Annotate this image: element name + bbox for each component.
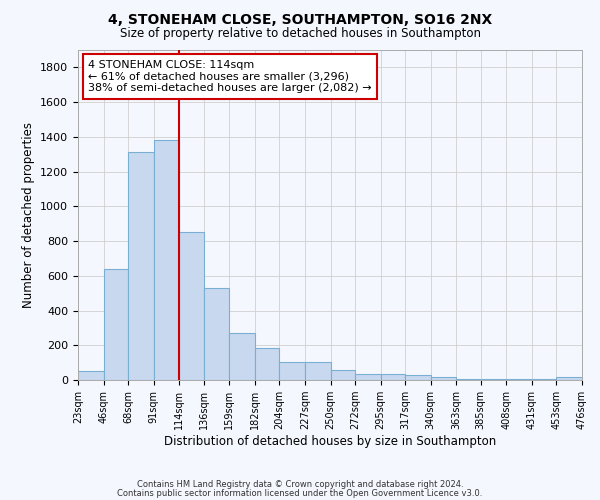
Bar: [204, 288, 229, 380]
Bar: [128, 152, 154, 380]
Text: Size of property relative to detached houses in Southampton: Size of property relative to detached ho…: [119, 28, 481, 40]
Bar: [431, 378, 456, 380]
Bar: [481, 378, 506, 380]
Bar: [305, 362, 331, 380]
Y-axis label: Number of detached properties: Number of detached properties: [22, 122, 35, 308]
Bar: [355, 374, 380, 380]
Bar: [380, 374, 405, 380]
Text: Contains public sector information licensed under the Open Government Licence v3: Contains public sector information licen…: [118, 488, 482, 498]
Bar: [506, 378, 532, 380]
Bar: [179, 232, 204, 380]
Bar: [154, 140, 179, 380]
Bar: [405, 375, 431, 380]
Text: 4, STONEHAM CLOSE, SOUTHAMPTON, SO16 2NX: 4, STONEHAM CLOSE, SOUTHAMPTON, SO16 2NX: [108, 12, 492, 26]
X-axis label: Distribution of detached houses by size in Southampton: Distribution of detached houses by size …: [164, 435, 496, 448]
Bar: [331, 370, 355, 380]
Text: 4 STONEHAM CLOSE: 114sqm
← 61% of detached houses are smaller (3,296)
38% of sem: 4 STONEHAM CLOSE: 114sqm ← 61% of detach…: [88, 60, 372, 93]
Bar: [556, 378, 582, 380]
Bar: [78, 372, 104, 380]
Bar: [229, 333, 255, 380]
Bar: [104, 269, 128, 380]
Bar: [456, 378, 481, 380]
Bar: [532, 379, 556, 380]
Text: Contains HM Land Registry data © Crown copyright and database right 2024.: Contains HM Land Registry data © Crown c…: [137, 480, 463, 489]
Bar: [280, 362, 305, 380]
Bar: [255, 348, 280, 380]
